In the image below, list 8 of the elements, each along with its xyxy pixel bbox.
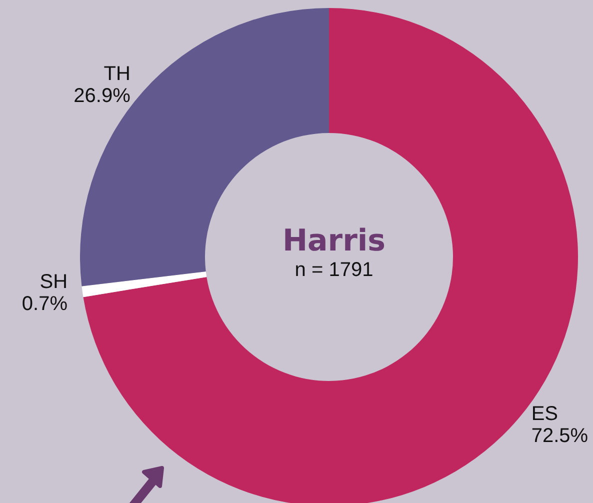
data-label: 72.5% <box>531 424 588 447</box>
data-label: 0.7% <box>22 293 68 316</box>
text: Harris <box>282 224 386 258</box>
slice-label: SH <box>40 271 68 294</box>
data-label: 26.9% <box>74 84 131 107</box>
slice-label: ES <box>531 402 558 425</box>
slice-label: TH <box>104 62 130 85</box>
text: n = 1791 <box>294 259 374 281</box>
